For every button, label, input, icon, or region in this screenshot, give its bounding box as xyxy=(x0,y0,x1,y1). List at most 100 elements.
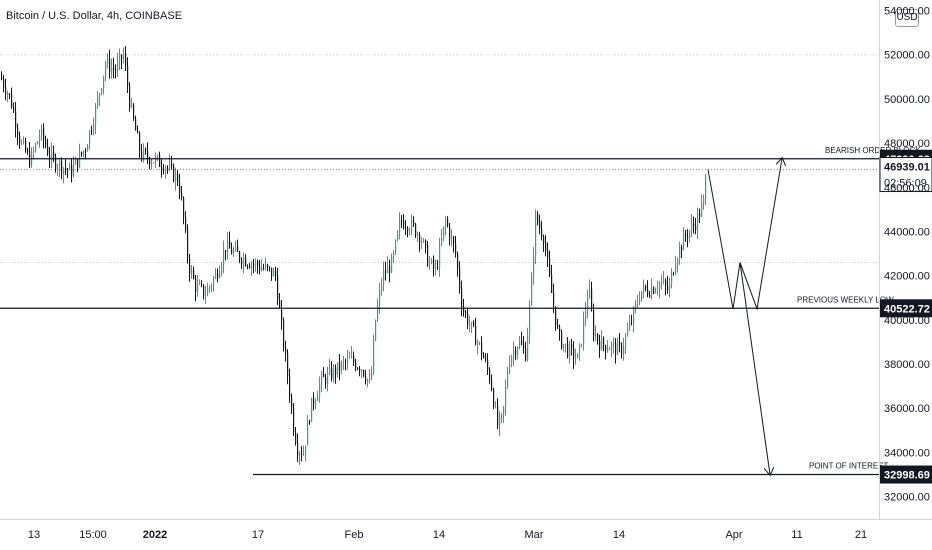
candle-body xyxy=(269,266,271,268)
candle-body xyxy=(41,127,43,137)
candle-body xyxy=(375,320,377,341)
candle-body xyxy=(107,58,109,65)
candle-body xyxy=(499,415,501,427)
candle-body xyxy=(621,344,623,354)
candle-body xyxy=(489,369,491,381)
candle-body xyxy=(405,227,407,229)
candle-body xyxy=(77,158,79,167)
candle-body xyxy=(295,432,297,444)
candle-body xyxy=(127,65,129,86)
candle-body xyxy=(473,321,475,326)
candle-body xyxy=(5,87,7,95)
candle-body xyxy=(209,286,211,289)
candle-body xyxy=(533,256,535,276)
candle-body xyxy=(599,340,601,350)
candle-body xyxy=(125,53,127,66)
candle-body xyxy=(607,349,609,352)
candle-body xyxy=(215,273,217,279)
candle-body xyxy=(155,157,157,163)
candle-body xyxy=(477,342,479,346)
candle-body xyxy=(315,400,317,405)
candle-body xyxy=(419,234,421,243)
candle-body xyxy=(657,289,659,291)
candle-body xyxy=(615,342,617,355)
candle-body xyxy=(593,309,595,337)
candle-body xyxy=(485,358,487,360)
candle-body xyxy=(613,342,615,345)
candle-body xyxy=(401,220,403,222)
candle-body xyxy=(539,223,541,229)
candle-body xyxy=(63,168,65,174)
candle-body xyxy=(641,291,643,301)
candle-body xyxy=(415,224,417,237)
candle-body xyxy=(259,266,261,271)
candle-body xyxy=(337,362,339,375)
candle-body xyxy=(167,167,169,169)
candle-body xyxy=(451,237,453,240)
y-tick-label: 38000.00 xyxy=(884,359,930,371)
candle-body xyxy=(121,54,123,60)
candle-body xyxy=(297,443,299,456)
candle-body xyxy=(575,358,577,360)
candle-body xyxy=(175,173,177,182)
candle-body xyxy=(95,106,97,126)
candle-body xyxy=(411,219,413,231)
candle-body xyxy=(203,284,205,296)
candle-body xyxy=(151,162,153,165)
candle-body xyxy=(89,130,91,146)
x-tick-label: Apr xyxy=(725,529,742,541)
candle-body xyxy=(481,342,483,355)
candle-body xyxy=(333,367,335,379)
time-axis[interactable]: 13 15:00 2022 17 Feb 14 Mar 14 Apr 11 21 xyxy=(28,529,867,541)
candle-body xyxy=(65,168,67,170)
candle-body xyxy=(355,362,357,369)
candle-body xyxy=(631,322,633,324)
candle-body xyxy=(213,278,215,286)
candle-body xyxy=(623,346,625,354)
candle-body xyxy=(431,259,433,263)
candle-body xyxy=(161,166,163,170)
candle-body xyxy=(609,349,611,351)
price-axis[interactable]: 47290.6340522.7232998.6946939.0102:56:09… xyxy=(879,6,932,504)
candle-body xyxy=(271,267,273,277)
candle-body xyxy=(55,156,57,170)
candle-body xyxy=(571,344,573,348)
candle-body xyxy=(327,372,329,384)
candle-body xyxy=(349,357,351,359)
y-tick-label: 44000.00 xyxy=(884,226,930,238)
candle-body xyxy=(263,267,265,269)
x-tick-label: 14 xyxy=(613,529,625,541)
candle-body xyxy=(251,264,253,268)
candle-body xyxy=(379,290,381,306)
level-layer: BEARISH ORDER BLOCK PREVIOUS WEEKLY LOW PO… xyxy=(0,146,921,476)
candle-body xyxy=(437,267,439,269)
currency-button[interactable]: USD xyxy=(895,9,919,27)
candle-body xyxy=(511,356,513,365)
candle-body xyxy=(221,264,223,272)
candle-body xyxy=(139,133,141,152)
candle-body xyxy=(479,342,481,344)
candle-body xyxy=(219,271,221,278)
candle-body xyxy=(19,135,21,144)
candle-body xyxy=(23,140,25,143)
candle-body xyxy=(697,213,699,231)
candle-body xyxy=(191,270,193,274)
candle-body xyxy=(79,152,81,167)
candle-body xyxy=(255,261,257,265)
candle-body xyxy=(605,345,607,352)
candle-body xyxy=(587,297,589,311)
candle-body xyxy=(117,61,119,72)
candle-body xyxy=(113,67,115,70)
candle-body xyxy=(15,111,17,128)
candle-body xyxy=(341,362,343,371)
chart-title: Bitcoin / U.S. Dollar, 4h, COINBASE xyxy=(6,10,183,22)
candle-body xyxy=(257,261,259,267)
candle-body xyxy=(597,333,599,341)
candle-body xyxy=(261,267,263,271)
candle-body xyxy=(67,169,69,171)
candle-body xyxy=(501,414,503,416)
candle-body xyxy=(637,303,639,305)
candle-body xyxy=(563,343,565,349)
candle-body xyxy=(635,303,637,309)
